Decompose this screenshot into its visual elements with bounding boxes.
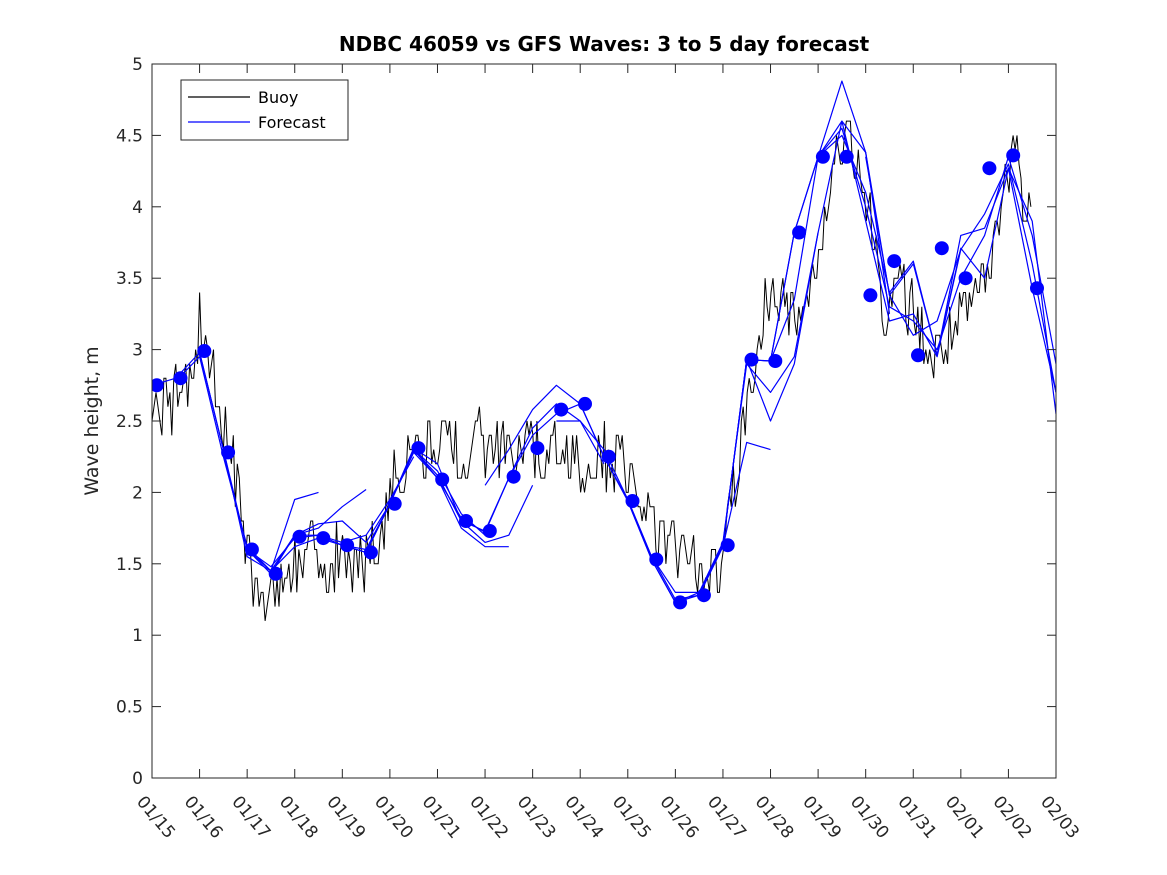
forecast-point <box>244 542 259 557</box>
forecast-point <box>815 149 830 164</box>
forecast-point <box>530 441 545 456</box>
y-tick-label: 1.5 <box>116 555 143 575</box>
chart-title: NDBC 46059 vs GFS Waves: 3 to 5 day fore… <box>339 32 870 56</box>
y-tick-label: 3.5 <box>116 269 143 289</box>
legend-label-forecast: Forecast <box>258 113 326 132</box>
forecast-point <box>934 241 949 256</box>
forecast-point <box>625 494 640 508</box>
forecast-point <box>863 288 878 303</box>
forecast-point <box>387 496 402 511</box>
y-tick-label: 0.5 <box>116 698 143 718</box>
forecast-point <box>411 441 426 456</box>
forecast-point <box>268 566 283 581</box>
y-tick-label: 3 <box>132 341 143 361</box>
y-tick-label: 4 <box>132 198 143 218</box>
y-tick-label: 0 <box>132 769 143 789</box>
forecast-point <box>197 344 212 358</box>
forecast-point <box>340 538 355 553</box>
forecast-point <box>720 538 735 553</box>
forecast-line-15 <box>865 156 1056 393</box>
forecast-point <box>152 378 164 393</box>
y-tick-label: 2.5 <box>116 412 143 432</box>
y-tick-label: 4.5 <box>116 126 143 146</box>
forecast-point <box>744 352 759 367</box>
forecast-point <box>316 531 331 546</box>
buoy-line <box>152 120 1032 621</box>
forecast-point <box>506 469 521 484</box>
forecast-point <box>958 271 973 286</box>
forecast-point <box>673 595 688 610</box>
forecast-point <box>982 161 997 176</box>
legend: Buoy Forecast <box>180 79 349 141</box>
forecast-point <box>649 552 664 567</box>
forecast-point <box>363 545 378 560</box>
forecast-point <box>554 402 569 417</box>
forecast-point <box>911 348 925 363</box>
forecast-point <box>768 354 783 368</box>
forecast-point <box>792 225 807 240</box>
forecast-point <box>887 254 902 269</box>
forecast-point <box>1006 148 1021 163</box>
forecast-point <box>459 514 473 528</box>
data-layer <box>152 80 1056 621</box>
forecast-point <box>696 588 711 603</box>
forecast-point <box>1030 281 1044 296</box>
forecast-point <box>435 472 450 487</box>
forecast-point <box>839 149 854 164</box>
legend-label-buoy: Buoy <box>258 88 298 107</box>
legend-box <box>180 79 349 141</box>
forecast-point <box>173 371 188 386</box>
forecast-point <box>482 524 497 538</box>
forecast-point <box>578 396 592 411</box>
forecast-point <box>221 445 236 460</box>
forecast-point <box>292 529 307 544</box>
y-tick-label: 1 <box>132 626 143 646</box>
y-tick-label: 2 <box>132 483 143 503</box>
y-axis-label: Wave height, m <box>81 346 103 495</box>
y-tick-label: 5 <box>132 55 143 75</box>
forecast-point <box>601 449 616 464</box>
